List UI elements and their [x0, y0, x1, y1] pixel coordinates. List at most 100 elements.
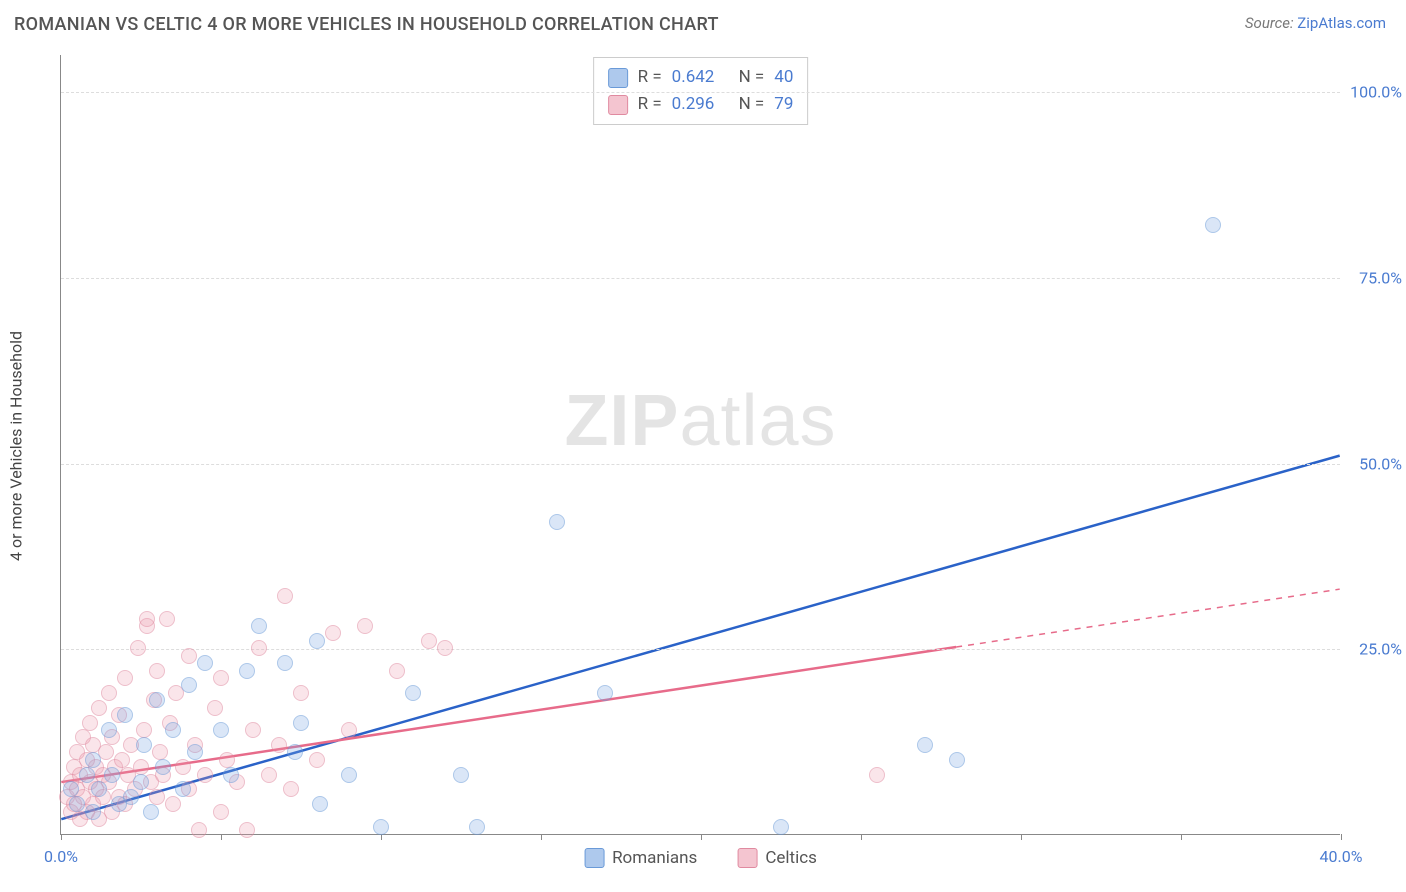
scatter-point-pink — [421, 633, 437, 649]
scatter-point-pink — [271, 737, 287, 753]
scatter-point-blue — [239, 663, 255, 679]
scatter-point-blue — [155, 759, 171, 775]
scatter-point-pink — [130, 640, 146, 656]
scatter-point-blue — [143, 804, 159, 820]
gridline-h — [61, 92, 1340, 93]
scatter-point-pink — [325, 625, 341, 641]
scatter-point-pink — [197, 767, 213, 783]
scatter-point-blue — [469, 819, 485, 835]
scatter-point-blue — [187, 744, 203, 760]
scatter-point-pink — [213, 804, 229, 820]
scatter-point-pink — [869, 767, 885, 783]
scatter-point-pink — [181, 648, 197, 664]
scatter-point-blue — [453, 767, 469, 783]
scatter-point-pink — [357, 618, 373, 634]
scatter-point-blue — [251, 618, 267, 634]
y-tick-label: 50.0% — [1347, 454, 1402, 473]
x-tick — [701, 834, 702, 840]
scatter-point-pink — [389, 663, 405, 679]
scatter-point-pink — [139, 611, 155, 627]
gridline-h — [61, 464, 1340, 465]
scatter-point-pink — [251, 640, 267, 656]
scatter-point-blue — [309, 633, 325, 649]
bottom-legend-item-pink: Celtics — [737, 848, 817, 868]
scatter-point-pink — [309, 752, 325, 768]
scatter-point-pink — [437, 640, 453, 656]
scatter-point-blue — [123, 789, 139, 805]
scatter-point-pink — [219, 752, 235, 768]
scatter-point-pink — [101, 685, 117, 701]
scatter-point-pink — [149, 663, 165, 679]
source-citation: Source: ZipAtlas.com — [1245, 14, 1386, 32]
scatter-point-blue — [165, 722, 181, 738]
scatter-point-blue — [101, 722, 117, 738]
scatter-point-pink — [91, 700, 107, 716]
scatter-point-blue — [181, 677, 197, 693]
x-tick — [541, 834, 542, 840]
x-tick — [381, 834, 382, 840]
scatter-point-blue — [917, 737, 933, 753]
x-tick — [1021, 834, 1022, 840]
scatter-point-pink — [213, 670, 229, 686]
plot-area: ZIPatlas R = 0.642 N = 40 R = 0.296 N = … — [60, 55, 1340, 835]
chart-title: ROMANIAN VS CELTIC 4 OR MORE VEHICLES IN… — [14, 14, 719, 35]
scatter-point-pink — [239, 822, 255, 838]
scatter-point-blue — [287, 744, 303, 760]
scatter-point-blue — [79, 767, 95, 783]
regression-line — [61, 647, 956, 782]
scatter-point-blue — [91, 781, 107, 797]
scatter-point-pink — [152, 744, 168, 760]
x-tick — [861, 834, 862, 840]
x-tick — [61, 834, 62, 840]
scatter-point-blue — [85, 804, 101, 820]
scatter-point-pink — [136, 722, 152, 738]
x-tick-label-right: 40.0% — [1320, 847, 1363, 866]
scatter-point-pink — [341, 722, 357, 738]
scatter-point-blue — [373, 819, 389, 835]
regression-lines-svg — [61, 55, 1340, 834]
scatter-point-blue — [149, 692, 165, 708]
y-tick-label: 25.0% — [1347, 640, 1402, 659]
scatter-point-pink — [82, 715, 98, 731]
bottom-label-blue: Romanians — [612, 848, 697, 868]
bottom-swatch-blue — [584, 848, 604, 868]
x-tick — [1341, 834, 1342, 840]
scatter-point-blue — [85, 752, 101, 768]
scatter-point-pink — [261, 767, 277, 783]
scatter-point-pink — [283, 781, 299, 797]
scatter-point-pink — [165, 796, 181, 812]
gridline-h — [61, 278, 1340, 279]
chart-container: ROMANIAN VS CELTIC 4 OR MORE VEHICLES IN… — [0, 0, 1406, 892]
source-label: Source: — [1245, 14, 1294, 32]
scatter-point-blue — [117, 707, 133, 723]
scatter-point-blue — [69, 796, 85, 812]
scatter-point-pink — [191, 822, 207, 838]
scatter-point-pink — [159, 611, 175, 627]
scatter-point-pink — [277, 588, 293, 604]
scatter-point-blue — [549, 514, 565, 530]
regression-line — [61, 456, 1339, 820]
scatter-point-pink — [245, 722, 261, 738]
x-tick-label-left: 0.0% — [44, 847, 78, 866]
scatter-point-blue — [63, 781, 79, 797]
scatter-point-blue — [136, 737, 152, 753]
bottom-legend: Romanians Celtics — [584, 848, 817, 868]
scatter-point-pink — [149, 789, 165, 805]
y-axis-label: 4 or more Vehicles in Household — [7, 331, 26, 561]
scatter-point-pink — [114, 752, 130, 768]
scatter-point-blue — [197, 655, 213, 671]
source-link[interactable]: ZipAtlas.com — [1297, 14, 1386, 32]
bottom-legend-item-blue: Romanians — [584, 848, 697, 868]
scatter-point-blue — [1205, 217, 1221, 233]
scatter-point-blue — [223, 767, 239, 783]
scatter-point-blue — [133, 774, 149, 790]
scatter-point-pink — [293, 685, 309, 701]
scatter-point-pink — [175, 759, 191, 775]
scatter-point-blue — [175, 781, 191, 797]
scatter-point-blue — [312, 796, 328, 812]
x-tick — [221, 834, 222, 840]
bottom-label-pink: Celtics — [765, 848, 817, 868]
y-tick-label: 75.0% — [1347, 268, 1402, 287]
regression-line — [956, 589, 1340, 647]
y-tick-label: 100.0% — [1347, 83, 1402, 102]
